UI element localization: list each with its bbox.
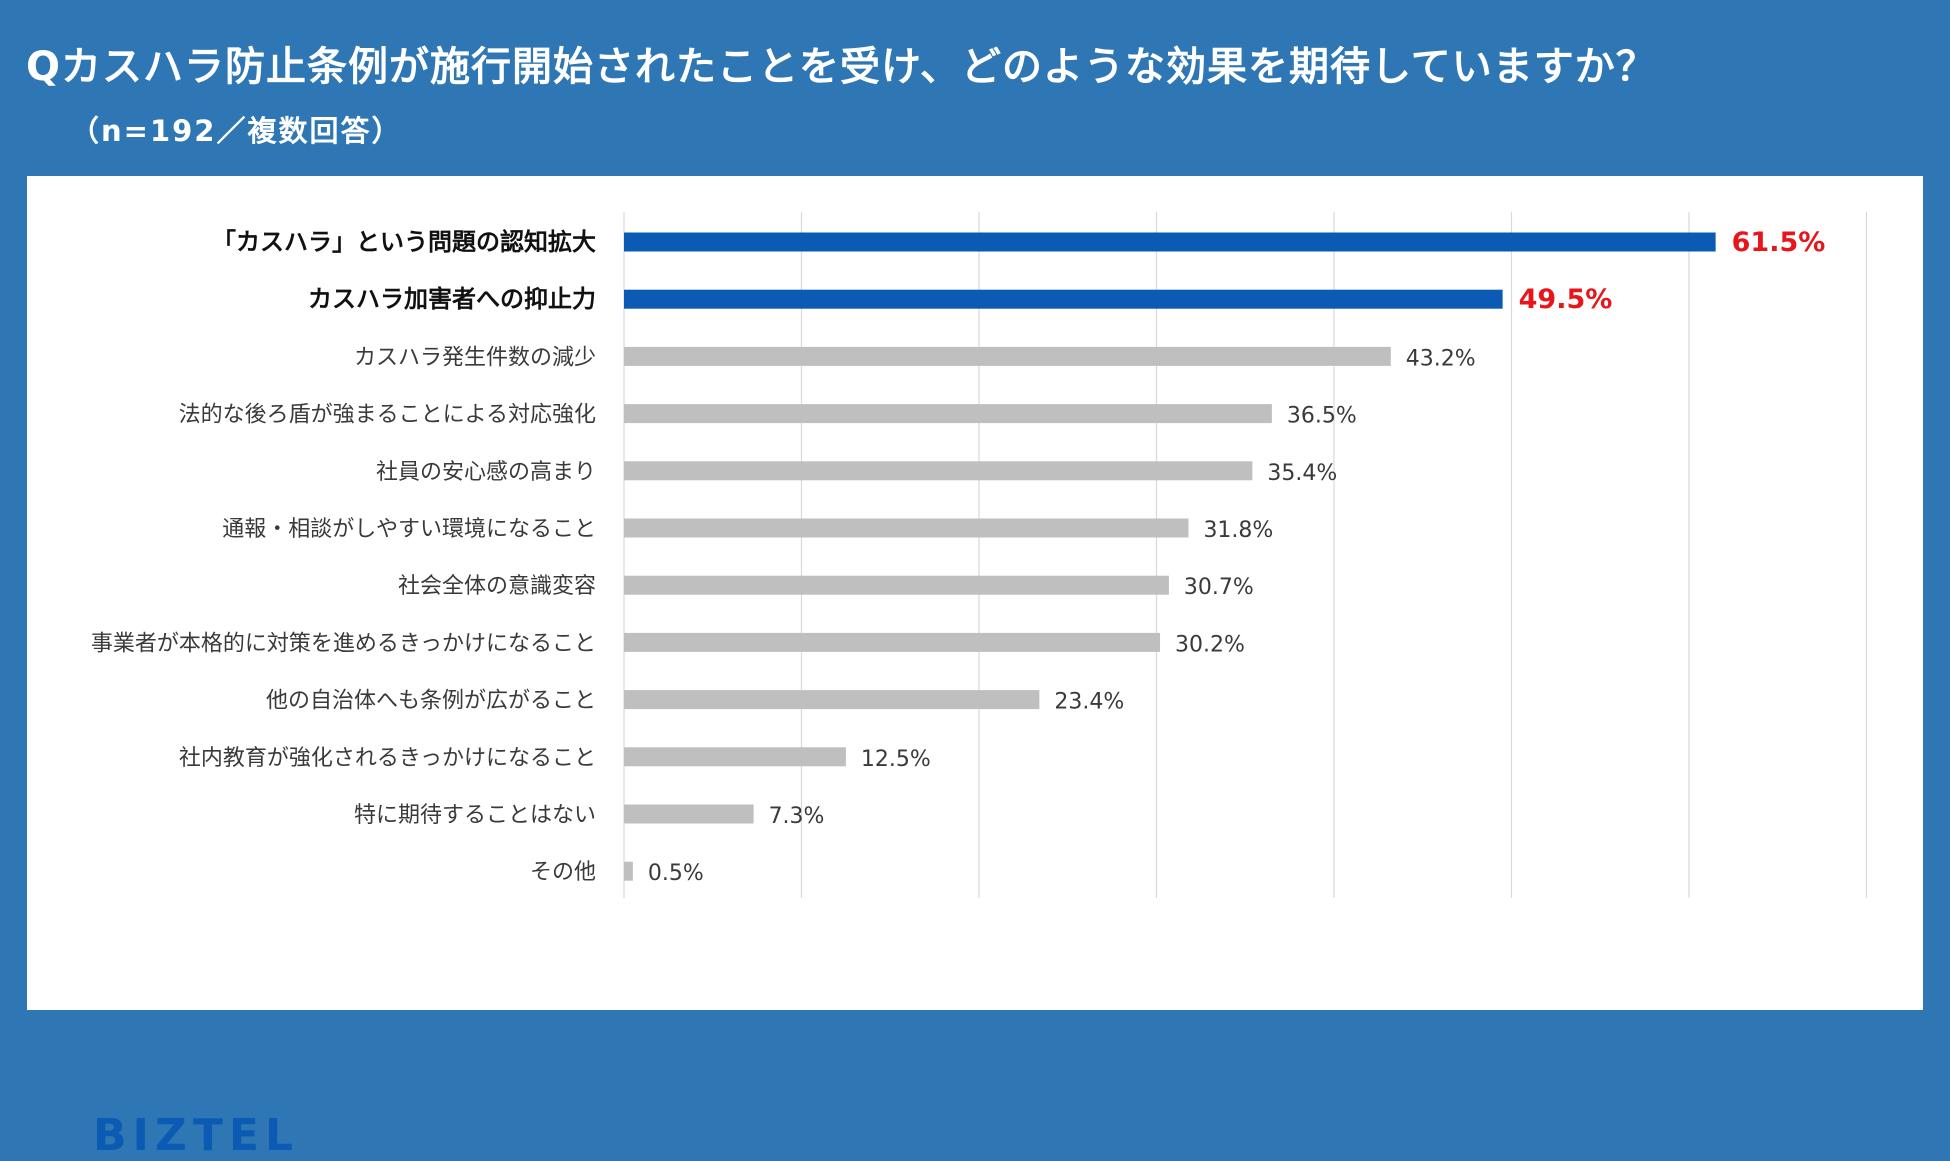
bar-1: [624, 232, 1716, 252]
category-label: 他の自治体へも条例が広がること: [266, 689, 596, 714]
value-label: 61.5%: [1732, 227, 1826, 258]
bar-5: [624, 461, 1253, 481]
value-label: 30.2%: [1175, 632, 1245, 657]
bar-8: [624, 632, 1161, 652]
bar-2: [624, 289, 1503, 309]
category-label: 特に期待することはない: [354, 803, 596, 828]
category-label: カスハラ発生件数の減少: [354, 345, 596, 370]
category-label: 社内教育が強化されるきっかけになること: [179, 746, 596, 771]
category-label: 社会全体の意識変容: [398, 574, 596, 599]
bar-11: [624, 804, 754, 824]
category-label: 事業者が本格的に対策を進めるきっかけになること: [91, 631, 596, 656]
bar-12: [624, 861, 633, 881]
category-label: 通報・相談がしやすい環境になること: [222, 517, 596, 542]
bar-6: [624, 518, 1189, 538]
category-label: その他: [530, 860, 596, 885]
bar-9: [624, 690, 1040, 710]
value-label: 23.4%: [1054, 690, 1124, 715]
category-label: 「カスハラ」という問題の認知拡大: [212, 228, 596, 256]
value-label: 12.5%: [861, 747, 931, 772]
chart-panel: 「カスハラ」という問題の認知拡大 61.5% カスハラ加害者への抑止力 49.5% カス…: [27, 176, 1923, 1161]
biztel-logo: BIZTEL: [93, 1110, 299, 1161]
bar-4: [624, 404, 1272, 424]
bar-chart: 「カスハラ」という問題の認知拡大 61.5% カスハラ加害者への抑止力 49.5% カス…: [91, 212, 1868, 898]
value-label: 7.3%: [769, 804, 825, 829]
bar-3: [624, 346, 1391, 366]
category-label: 社員の安心感の高まり: [376, 460, 596, 485]
value-label: 31.8%: [1203, 518, 1273, 543]
value-label: 49.5%: [1519, 284, 1613, 315]
value-label: 36.5%: [1287, 404, 1357, 429]
value-label: 43.2%: [1406, 346, 1476, 371]
page-title: Qカスハラ防止条例が施行開始されたことを受け、どのような効果を期待していますか？: [26, 44, 1657, 90]
value-label: 30.7%: [1184, 575, 1254, 600]
value-label: 0.5%: [648, 861, 704, 886]
value-label: 35.4%: [1267, 461, 1337, 486]
category-label: 法的な後ろ盾が強まることによる対応強化: [179, 403, 596, 428]
category-label: カスハラ加害者への抑止力: [308, 285, 596, 313]
bar-10: [624, 747, 846, 767]
sample-note: （n=192／複数回答）: [70, 114, 403, 148]
bar-7: [624, 575, 1169, 595]
